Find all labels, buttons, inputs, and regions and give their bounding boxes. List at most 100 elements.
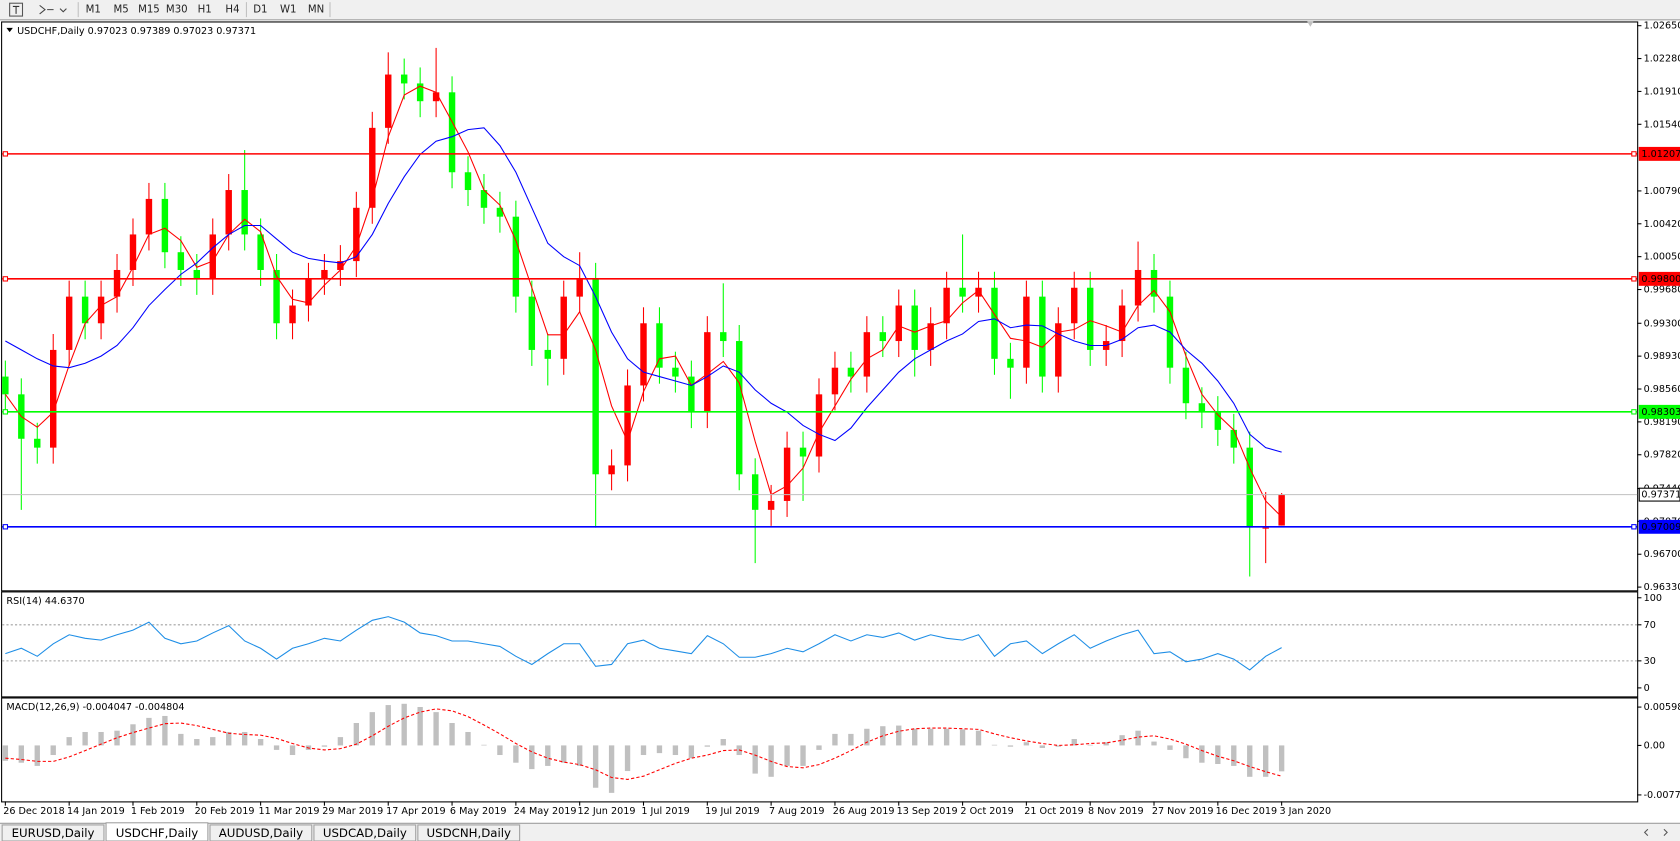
candle-body (273, 269, 280, 324)
candle-body (289, 305, 296, 324)
period-button[interactable]: M15 (138, 5, 160, 16)
x-tick-label: 3 Jan 2020 (1280, 806, 1332, 817)
candle-body (448, 92, 456, 173)
candle-body (225, 190, 232, 235)
period-button[interactable]: M1 (86, 5, 101, 16)
candle-body (863, 332, 871, 377)
x-tick-label: 7 Aug 2019 (769, 806, 825, 817)
candle-body (193, 269, 201, 279)
macd-panel (1, 697, 1639, 803)
period-button[interactable]: D1 (253, 5, 267, 16)
level-handle[interactable] (1631, 151, 1637, 157)
candle-body (385, 74, 392, 128)
level-label: 1.01207 (1641, 149, 1680, 160)
tab-label[interactable]: USDCHF,Daily (116, 826, 199, 840)
y-tick-label: 1.01910 (1644, 86, 1680, 97)
x-tick-label: 16 Dec 2019 (1216, 806, 1278, 817)
period-button[interactable]: MN (308, 5, 324, 16)
candle-body (50, 349, 57, 448)
text-tool[interactable] (9, 2, 24, 17)
x-tick-label: 26 Aug 2019 (833, 806, 895, 817)
active-tab[interactable] (105, 822, 209, 841)
candle-body (624, 385, 631, 466)
tab-label[interactable]: AUDUSD,Daily (219, 826, 303, 840)
level-handle[interactable] (1631, 409, 1637, 415)
candle-body (1071, 287, 1078, 324)
candle-body (65, 296, 73, 350)
candle-body (720, 332, 727, 342)
candle-body (432, 92, 440, 102)
period-buttons: M1 M5 M15 M30 H1 H4 D1 W1 MN (86, 5, 325, 16)
level-handle[interactable] (2, 151, 9, 157)
candle-body (337, 261, 344, 270)
x-tick-label: 11 Mar 2019 (258, 806, 319, 817)
tab-label[interactable]: USDCAD,Daily (323, 826, 407, 840)
candle-body (464, 172, 472, 191)
candle-body (480, 190, 488, 208)
tab[interactable] (1, 824, 105, 841)
x-tick-label: 8 Nov 2019 (1088, 806, 1144, 817)
level-label-box (1638, 519, 1680, 534)
level-label-box (1638, 271, 1680, 286)
candle-body (1039, 296, 1046, 377)
candle-body (688, 376, 695, 413)
level-handle[interactable] (2, 524, 9, 530)
candle-body (704, 332, 711, 413)
tab-label[interactable]: USDCNH,Daily (426, 826, 511, 840)
y-tick-label: 0.98190 (1644, 417, 1680, 428)
tab-label[interactable]: EURUSD,Daily (12, 826, 95, 840)
y-tick-label: 0.005986 (1644, 702, 1680, 713)
collapse-arrow[interactable] (6, 27, 13, 33)
shift-marker (1307, 21, 1314, 27)
level-handle[interactable] (1631, 524, 1637, 530)
period-button[interactable]: W1 (280, 5, 297, 16)
macd-title: MACD(12,26,9) -0.004047 -0.004804 (6, 702, 184, 713)
tab[interactable] (417, 824, 521, 841)
x-tick-label: 14 Jan 2019 (67, 806, 125, 817)
level-handle[interactable] (2, 409, 9, 415)
level-label: 0.97371 (1641, 490, 1680, 501)
x-tick-label: 2 Oct 2019 (960, 806, 1013, 817)
level-label: 0.97009 (1641, 522, 1680, 533)
candle-body (767, 500, 775, 510)
shapes-tool[interactable] (39, 4, 67, 15)
tab[interactable] (313, 824, 417, 841)
candle-body (1150, 269, 1158, 297)
candle-body (560, 296, 567, 359)
period-button[interactable]: H4 (225, 5, 239, 16)
tab-scroll[interactable] (1643, 828, 1668, 837)
level-handle[interactable] (1631, 276, 1637, 282)
x-tick-label: 26 Dec 2018 (3, 806, 65, 817)
candle-body (177, 252, 185, 270)
moving-average (4, 85, 1283, 518)
rsi-layer: 100 70 30 0 (2, 593, 1662, 694)
candle-body (656, 323, 663, 368)
period-button[interactable]: M30 (166, 5, 188, 16)
y-tick-label: 30 (1644, 656, 1656, 667)
candle-body (369, 127, 376, 208)
candle-body (736, 341, 743, 475)
x-tick-label: 27 Nov 2019 (1152, 806, 1214, 817)
candle-body (145, 198, 153, 235)
text-tool-glyph (12, 5, 20, 14)
candle-body (528, 296, 536, 350)
tabs: EURUSD,Daily USDCHF,Daily AUDUSD,Daily USDC… (1, 822, 521, 841)
price-layer: 1.02650 1.02280 1.01910 1.01540 1.00790 1.004… (2, 21, 1680, 593)
macd-signal (5, 708, 1282, 780)
candle-body (672, 367, 679, 377)
price-panel (1, 21, 1639, 592)
candle-body (544, 349, 551, 359)
level-handle[interactable] (2, 276, 9, 282)
y-tick-label: 100 (1644, 593, 1662, 604)
candle-body (1214, 412, 1222, 430)
candle-body (257, 234, 264, 270)
candle-body (416, 83, 424, 102)
period-button[interactable]: M5 (113, 5, 128, 16)
macd-layer: 0.005986 0.00 -0.00773 (2, 702, 1680, 801)
candle-body (97, 296, 105, 324)
tab[interactable] (209, 824, 313, 841)
period-button[interactable]: H1 (198, 5, 212, 16)
x-tick-label: 20 Feb 2019 (195, 806, 255, 817)
candle-body (608, 465, 615, 475)
candle-body (1182, 367, 1190, 404)
